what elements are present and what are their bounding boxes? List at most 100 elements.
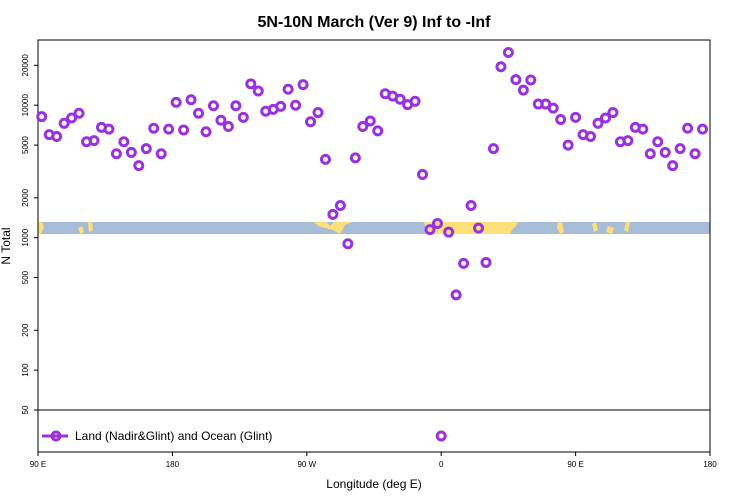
data-point-12 xyxy=(125,146,137,158)
legend-row-points xyxy=(435,430,447,442)
x-axis: 90 E 180 90 W 0 90 E 180 xyxy=(30,452,717,469)
data-point-36 xyxy=(305,116,317,128)
data-point-14 xyxy=(140,143,152,155)
legend-label: Land (Nadir&Glint) and Ocean (Glint) xyxy=(75,429,272,443)
data-point-68 xyxy=(547,102,559,114)
y-tick-label-7: 10000 xyxy=(21,94,30,117)
data-points xyxy=(36,46,709,301)
data-point-73 xyxy=(585,131,597,143)
data-point-41 xyxy=(342,238,354,250)
data-point-35 xyxy=(297,79,309,91)
land-patch-pacific-islands xyxy=(78,222,93,234)
data-point-74 xyxy=(592,117,604,129)
data-point-44 xyxy=(364,115,376,127)
data-point-0 xyxy=(36,111,48,123)
data-point-78 xyxy=(622,135,634,147)
x-tick-label-4: 90 E xyxy=(567,460,583,469)
data-point-65 xyxy=(525,74,537,86)
data-point-60 xyxy=(487,143,499,155)
land-patch-asia-2 xyxy=(557,222,630,234)
data-point-9 xyxy=(103,123,115,135)
data-point-69 xyxy=(555,113,567,125)
x-axis-label: Longitude (deg E) xyxy=(326,477,421,491)
data-point-75 xyxy=(599,112,611,124)
data-point-20 xyxy=(185,94,197,106)
data-point-39 xyxy=(327,208,339,220)
legend: Land (Nadir&Glint) and Ocean (Glint) xyxy=(42,429,447,443)
data-point-85 xyxy=(674,143,686,155)
data-point-34 xyxy=(290,99,302,111)
data-point-64 xyxy=(517,84,529,96)
y-tick-label-4: 1000 xyxy=(21,228,30,246)
data-point-17 xyxy=(163,123,175,135)
x-tick-label-3: 0 xyxy=(439,460,444,469)
y-tick-label-0: 50 xyxy=(21,405,30,414)
land-patch-north-america xyxy=(314,222,352,234)
data-point-19 xyxy=(178,124,190,136)
data-point-16 xyxy=(155,148,167,160)
data-point-83 xyxy=(659,146,671,158)
data-point-23 xyxy=(207,100,219,112)
data-point-3 xyxy=(58,117,70,129)
data-point-22 xyxy=(200,126,212,138)
data-point-76 xyxy=(607,107,619,119)
y-tick-label-3: 500 xyxy=(21,270,30,284)
data-point-56 xyxy=(458,257,470,269)
legend-row-point-0 xyxy=(435,430,447,442)
plot-frame xyxy=(37,39,711,453)
data-point-38 xyxy=(319,153,331,165)
y-axis: 50 100 200 500 1000 2000 5000 10000 20000 xyxy=(21,54,38,414)
data-point-25 xyxy=(222,121,234,133)
data-point-45 xyxy=(372,125,384,137)
y-tick-label-8: 20000 xyxy=(21,54,30,77)
x-tick-label-0: 90 E xyxy=(30,460,46,469)
data-point-40 xyxy=(334,199,346,211)
data-point-7 xyxy=(88,135,100,147)
data-point-61 xyxy=(495,61,507,73)
data-point-86 xyxy=(682,122,694,134)
data-point-80 xyxy=(637,123,649,135)
data-point-26 xyxy=(230,100,242,112)
data-point-70 xyxy=(562,139,574,151)
data-point-84 xyxy=(667,160,679,172)
land-patch-asia-1 xyxy=(38,222,44,234)
data-point-33 xyxy=(282,83,294,95)
data-point-29 xyxy=(252,85,264,97)
chart-title: 5N-10N March (Ver 9) Inf to -Inf xyxy=(258,14,492,31)
data-point-48 xyxy=(394,93,406,105)
data-point-81 xyxy=(644,148,656,160)
data-point-82 xyxy=(652,136,664,148)
data-point-57 xyxy=(465,199,477,211)
data-point-18 xyxy=(170,96,182,108)
data-point-27 xyxy=(237,111,249,123)
data-point-54 xyxy=(443,226,455,238)
x-tick-label-5: 180 xyxy=(703,460,717,469)
data-point-42 xyxy=(349,152,361,164)
data-point-24 xyxy=(215,114,227,126)
data-point-37 xyxy=(312,107,324,119)
data-point-59 xyxy=(480,256,492,268)
data-point-2 xyxy=(51,131,63,143)
data-point-63 xyxy=(510,74,522,86)
data-point-10 xyxy=(110,148,122,160)
y-axis-label: N Total xyxy=(0,227,13,264)
data-point-15 xyxy=(148,122,160,134)
x-tick-label-2: 90 W xyxy=(297,460,316,469)
data-point-53 xyxy=(431,217,443,229)
data-point-88 xyxy=(697,123,709,135)
data-point-71 xyxy=(570,111,582,123)
y-tick-label-1: 100 xyxy=(21,363,30,377)
data-point-55 xyxy=(450,289,462,301)
data-point-21 xyxy=(193,107,205,119)
data-point-52 xyxy=(424,224,436,236)
data-point-50 xyxy=(409,95,421,107)
data-point-32 xyxy=(275,100,287,112)
data-point-51 xyxy=(417,168,429,180)
land-patch-africa xyxy=(424,222,518,234)
data-point-13 xyxy=(133,160,145,172)
data-point-11 xyxy=(118,136,130,148)
data-point-62 xyxy=(502,46,514,58)
data-point-4 xyxy=(66,112,78,124)
data-point-28 xyxy=(245,78,257,90)
